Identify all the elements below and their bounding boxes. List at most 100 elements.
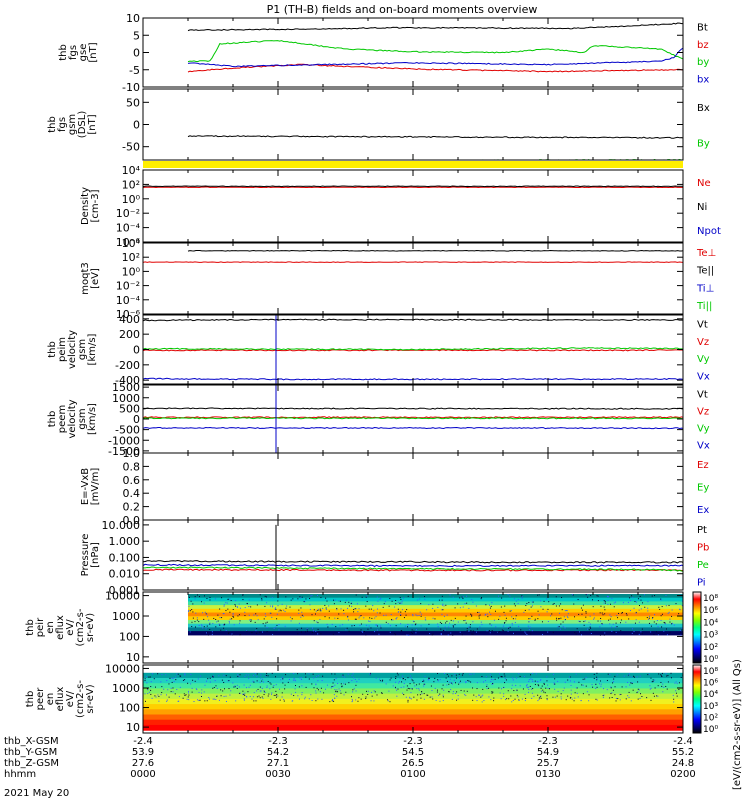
spectrogram-speckle (535, 673, 537, 675)
spectrogram-speckle (358, 617, 360, 619)
spectrogram-speckle (192, 679, 194, 681)
spectrogram-speckle (668, 611, 670, 613)
xtick-value: 24.8 (672, 758, 694, 769)
spectrogram-speckle (166, 679, 168, 681)
spectrogram-speckle (672, 694, 674, 696)
ytick-label: 10000 (105, 590, 140, 603)
spectrogram-speckle (410, 677, 412, 679)
spectrogram-speckle (680, 632, 682, 634)
spectrogram-speckle (224, 623, 226, 625)
spectrogram-speckle (344, 683, 346, 685)
spectrogram-speckle (354, 618, 356, 620)
spectrogram-speckle (297, 598, 299, 600)
panel-frame (142, 519, 684, 591)
spectrogram-speckle (687, 696, 688, 697)
spectrogram-band (143, 724, 683, 731)
spectrogram-speckle (203, 626, 205, 628)
spectrogram-speckle (468, 680, 470, 682)
spectrogram-speckle (597, 595, 599, 597)
spectrogram-speckle (203, 618, 205, 620)
spectrogram-speckle (313, 687, 315, 689)
spectrogram-speckle (304, 673, 306, 675)
spectrogram-speckle (434, 677, 436, 679)
spectrogram-speckle (611, 598, 613, 600)
panel-frame (142, 384, 684, 454)
spectrogram-speckle (670, 677, 672, 679)
colorbar-label: 10² (703, 713, 718, 723)
ylabel-line: velocity (67, 399, 78, 438)
spectrogram-speckle (299, 677, 301, 679)
spectrogram-speckle (283, 609, 285, 611)
spectrogram-band (143, 683, 683, 690)
spectrogram-speckle (326, 623, 328, 625)
spectrogram-speckle (585, 611, 587, 613)
spectrogram-speckle (576, 628, 578, 630)
spectrogram-speckle (250, 619, 252, 621)
spectrogram-speckle (515, 600, 517, 602)
spectrogram-speckle (301, 627, 303, 629)
spectrogram-speckle (271, 597, 273, 599)
spectrogram-speckle (410, 698, 412, 700)
spectrogram-speckle (190, 683, 192, 685)
spectrogram-speckle (355, 618, 357, 620)
spectrogram-band (143, 693, 683, 700)
spectrogram-speckle (497, 677, 499, 679)
spectrogram-speckle (671, 622, 673, 624)
spectrogram-speckle (579, 621, 581, 623)
spectrogram-speckle (381, 692, 383, 694)
spectrogram-speckle (523, 611, 525, 613)
spectrogram-speckle (537, 700, 539, 702)
spectrogram-speckle (558, 618, 560, 620)
spectrogram-speckle (225, 602, 227, 604)
spectrogram-speckle (239, 692, 241, 694)
spectrogram-speckle (407, 595, 409, 597)
spectrogram-speckle (489, 623, 491, 625)
spectrogram-speckle (462, 673, 464, 675)
panel-frame (142, 88, 684, 161)
spectrogram-speckle (499, 631, 501, 633)
spectrogram-speckle (279, 688, 281, 690)
spectrogram-speckle (242, 693, 244, 695)
spectrogram-speckle (615, 700, 617, 702)
spectrogram-speckle (324, 616, 326, 618)
spectrogram-speckle (324, 604, 326, 606)
spectrogram-speckle (398, 682, 400, 684)
spectrogram-speckle (446, 620, 448, 622)
spectrogram-speckle (481, 695, 483, 697)
spectrogram-speckle (395, 618, 397, 620)
spectrogram-speckle (648, 622, 650, 624)
ylabel-line: peer (35, 687, 46, 711)
spectrogram-speckle (397, 688, 399, 690)
spectrogram-speckle (493, 697, 495, 699)
spectrogram-speckle (583, 621, 585, 623)
xtick-value: 0130 (535, 769, 560, 780)
spectrogram-speckle (385, 621, 387, 623)
spectrogram-speckle (200, 695, 202, 697)
spectrogram-speckle (622, 602, 624, 604)
spectrogram-speckle (432, 603, 434, 605)
series-fgs-gse-0 (187, 22, 683, 32)
xtick-value: 26.5 (402, 758, 424, 769)
spectrogram-speckle (530, 678, 532, 680)
spectrogram-speckle (389, 625, 391, 627)
spectrogram-speckle (673, 698, 675, 700)
spectrogram-speckle (540, 679, 542, 681)
spectrogram-speckle (537, 694, 539, 696)
spectrogram-speckle (146, 682, 148, 684)
spectrogram-speckle (628, 691, 630, 693)
spectrogram-speckle (300, 677, 302, 679)
spectrogram-speckle (284, 684, 286, 686)
spectrogram-speckle (256, 673, 258, 675)
spectrogram-speckle (160, 681, 162, 683)
spectrogram-speckle (309, 597, 311, 599)
spectrogram-speckle (270, 683, 272, 685)
spectrogram-speckle (514, 633, 516, 635)
spectrogram-speckle (404, 611, 406, 613)
spectrogram-speckle (335, 677, 337, 679)
spectrogram-speckle (160, 694, 162, 696)
spectrogram-speckle (150, 693, 152, 695)
spectrogram-speckle (414, 624, 416, 626)
spectrogram-speckle (597, 620, 599, 622)
spectrogram-speckle (333, 679, 335, 681)
spectrogram-speckle (242, 599, 244, 601)
